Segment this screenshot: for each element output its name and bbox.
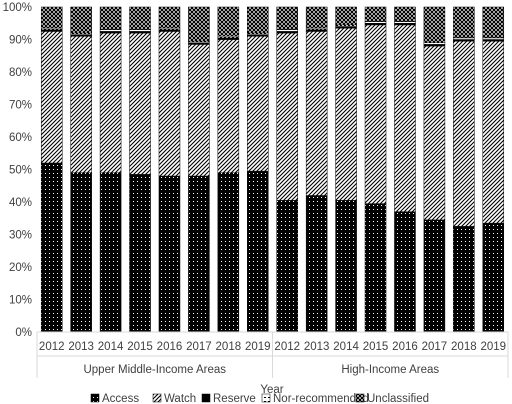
bar-segment-watch bbox=[394, 24, 416, 213]
legend-label: Unclassified bbox=[367, 393, 429, 404]
y-tick-label: 0% bbox=[15, 327, 32, 339]
bar-segment-access bbox=[188, 175, 210, 333]
bar-segment-access bbox=[305, 195, 328, 333]
bar-segment-unclassified bbox=[188, 6, 210, 42]
x-tick-label: 2019 bbox=[245, 341, 271, 353]
legend-swatch bbox=[152, 393, 162, 403]
x-tick-label: 2018 bbox=[216, 341, 242, 353]
bar-segment-watch bbox=[99, 32, 122, 173]
bar-segment-access bbox=[70, 172, 92, 333]
x-tick-label: 2013 bbox=[68, 341, 94, 353]
bar-segment-unclassified bbox=[217, 6, 240, 37]
bar-segment-unclassified bbox=[70, 6, 92, 34]
y-axis: 0% 10% 20% 30% 40% 50% 60% 70% 80% 90% 100% bbox=[3, 2, 32, 339]
bar-segment-unclassified bbox=[364, 6, 387, 22]
x-tick-label: 2012 bbox=[274, 341, 300, 353]
bar-segment-access bbox=[364, 203, 387, 333]
legend-label: Reserve bbox=[213, 393, 256, 404]
bar-segment-unclassified bbox=[453, 6, 475, 39]
x-axis: 2012 2013 2014 2015 2016 2017 2018 2019 2012 2013… bbox=[36, 331, 509, 378]
x-axis-title: Year bbox=[260, 384, 283, 396]
group-label: High-Income Areas bbox=[341, 364, 439, 376]
bar-segment-watch bbox=[188, 44, 210, 177]
x-tick-label: 2013 bbox=[304, 341, 330, 353]
x-tick-label: 2017 bbox=[186, 341, 212, 353]
x-tick-label: 2014 bbox=[98, 341, 124, 353]
y-tick-label: 70% bbox=[9, 100, 32, 112]
bars bbox=[40, 6, 505, 333]
bar-segment-unclassified bbox=[158, 6, 181, 29]
bar-segment-access bbox=[453, 226, 475, 333]
bar-segment-unclassified bbox=[423, 6, 446, 43]
x-tick-label: 2016 bbox=[392, 341, 418, 353]
bar-segment-watch bbox=[70, 36, 92, 173]
y-tick-label: 30% bbox=[9, 230, 32, 242]
x-tick-label: 2015 bbox=[127, 341, 153, 353]
bar-segment-unclassified bbox=[276, 6, 298, 30]
x-tick-label: 2015 bbox=[363, 341, 389, 353]
y-tick-label: 90% bbox=[9, 35, 32, 47]
legend-label: Nor-recommended bbox=[273, 393, 369, 404]
bar-segment-watch bbox=[305, 31, 328, 196]
legend-swatch bbox=[201, 393, 211, 403]
bar-segment-unclassified bbox=[129, 6, 151, 30]
legend-swatch bbox=[355, 393, 365, 403]
bar-segment-access bbox=[40, 162, 63, 333]
bar-segment-access bbox=[276, 200, 298, 333]
bar-segment-access bbox=[394, 211, 416, 333]
bar-segment-unclassified bbox=[40, 6, 63, 29]
legend-label: Watch bbox=[164, 393, 196, 404]
bar-segment-watch bbox=[247, 36, 269, 172]
y-tick-label: 80% bbox=[9, 67, 32, 79]
bar-segment-watch bbox=[423, 45, 446, 221]
x-tick-label: 2019 bbox=[480, 341, 506, 353]
bar-segment-watch bbox=[453, 40, 475, 227]
bar-segment-watch bbox=[217, 39, 240, 173]
x-tick-label: 2017 bbox=[422, 341, 448, 353]
x-tick-label: 2018 bbox=[451, 341, 477, 353]
group-label: Upper Middle-Income Areas bbox=[83, 364, 226, 376]
y-tick-label: 50% bbox=[9, 165, 32, 177]
bar-segment-watch bbox=[276, 32, 298, 201]
bar-segment-watch bbox=[158, 31, 181, 177]
y-tick-label: 20% bbox=[9, 262, 32, 274]
bar-segment-access bbox=[335, 200, 357, 333]
bar-segment-watch bbox=[40, 31, 63, 164]
y-tick-label: 10% bbox=[9, 295, 32, 307]
bar-segment-access bbox=[247, 170, 269, 333]
bar-segment-unclassified bbox=[394, 6, 416, 22]
bar-segment-unclassified bbox=[247, 6, 269, 34]
bar-segment-unclassified bbox=[482, 6, 505, 39]
bar-segment-access bbox=[423, 219, 446, 333]
bar-segment-access bbox=[129, 174, 151, 333]
bar-segment-unclassified bbox=[335, 6, 357, 26]
legend: Access Watch Reserve Nor-recommendedUnclass… bbox=[90, 393, 429, 404]
bar-segment-watch bbox=[335, 27, 357, 201]
bar-segment-watch bbox=[482, 40, 505, 224]
x-tick-label: 2016 bbox=[157, 341, 183, 353]
bar-segment-access bbox=[482, 222, 505, 333]
y-tick-label: 60% bbox=[9, 132, 32, 144]
bar-segment-watch bbox=[364, 24, 387, 204]
legend-label: Access bbox=[102, 393, 139, 404]
legend-swatch bbox=[261, 393, 271, 403]
bar-segment-watch bbox=[129, 32, 151, 175]
bar-segment-access bbox=[99, 172, 122, 333]
x-tick-label: 2012 bbox=[39, 341, 65, 353]
bar-segment-access bbox=[217, 172, 240, 333]
y-tick-label: 100% bbox=[3, 2, 32, 14]
x-tick-label: 2014 bbox=[333, 341, 359, 353]
bar-segment-unclassified bbox=[99, 6, 122, 30]
y-tick-label: 40% bbox=[9, 197, 32, 209]
bar-segment-access bbox=[158, 175, 181, 333]
bar-segment-unclassified bbox=[305, 6, 328, 29]
legend-swatch bbox=[90, 393, 100, 403]
